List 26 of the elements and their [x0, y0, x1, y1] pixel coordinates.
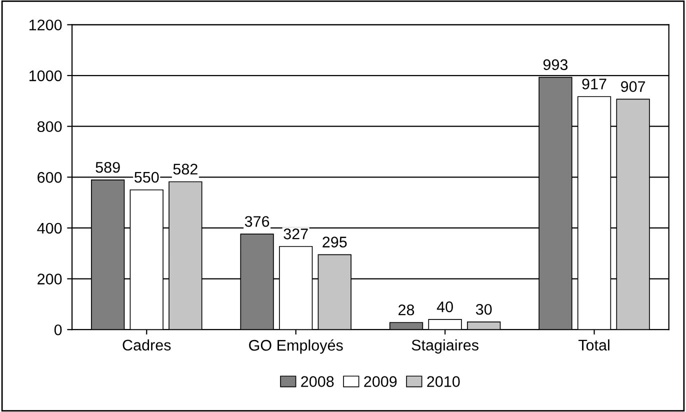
data-label: 907 [621, 81, 646, 92]
legend-label: 2010 [427, 376, 460, 387]
y-tick-label: 800 [37, 121, 62, 132]
data-label: 376 [244, 216, 270, 227]
data-label: 917 [582, 78, 606, 90]
y-tick-label: 600 [38, 172, 62, 183]
data-label: 993 [543, 59, 568, 70]
x-tick-label: Stagiaires [412, 339, 478, 354]
data-label: 327 [284, 228, 308, 240]
data-label: 550 [134, 172, 159, 183]
x-tick-label: Total [578, 339, 610, 351]
x-tick-label: GO Employés [249, 339, 343, 354]
y-tick-label: 1200 [29, 20, 62, 30]
y-tick-label: 200 [38, 274, 62, 284]
legend-label: 2009 [364, 376, 397, 387]
y-tick-label: 1000 [29, 70, 62, 82]
data-label: 589 [96, 162, 120, 173]
data-label: 582 [173, 164, 198, 175]
x-tick-label: Cadres [122, 339, 171, 351]
legend-label: 2008 [301, 376, 334, 387]
data-label: 40 [436, 301, 453, 312]
data-label: 30 [476, 304, 492, 315]
y-tick-label: 400 [37, 222, 62, 234]
y-tick-label: 0 [54, 324, 62, 336]
data-label: 28 [398, 304, 414, 316]
data-label: 295 [322, 236, 347, 248]
